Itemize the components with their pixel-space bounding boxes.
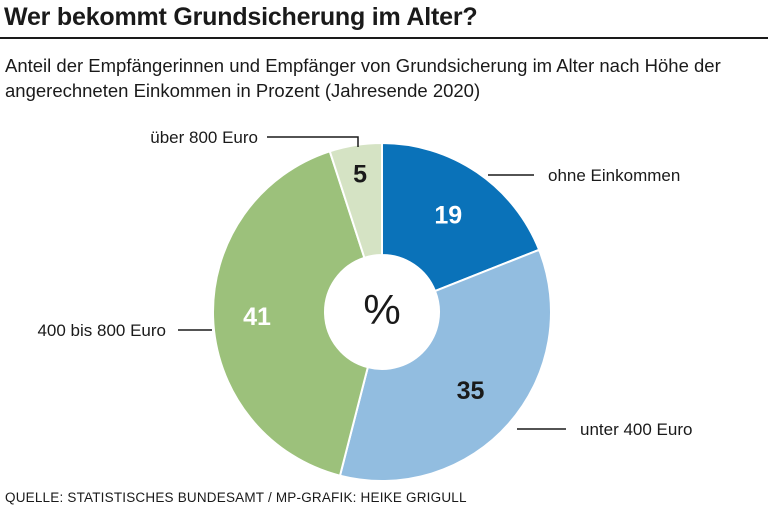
value-label-ohne-einkommen: 19 <box>434 201 462 229</box>
donut-slices <box>211 141 552 483</box>
category-label-unter-400-euro: unter 400 Euro <box>580 420 692 439</box>
slice-unter-400-euro <box>338 248 552 483</box>
slice-labels: ohne Einkommen unter 400 Euro 400 bis 800 … <box>37 128 692 439</box>
center-percent-label: % <box>363 286 400 333</box>
title-rule <box>0 37 768 39</box>
category-label-ohne-einkommen: ohne Einkommen <box>548 166 680 185</box>
category-label-über-800-euro: über 800 Euro <box>150 128 258 147</box>
slice-über-800-euro <box>328 141 383 260</box>
slice-ohne-einkommen <box>381 141 541 293</box>
source-note: QUELLE: STATISTISCHES BUNDESAMT / MP-GRA… <box>5 490 467 505</box>
category-label-400-bis-800-euro: 400 bis 800 Euro <box>37 321 166 340</box>
value-label-unter-400-euro: 35 <box>457 377 485 405</box>
value-label-400-bis-800-euro: 41 <box>243 303 271 331</box>
slice-400-bis-800-euro <box>211 150 370 477</box>
chart-title: Wer bekommt Grundsicherung im Alter? <box>4 3 478 31</box>
slice-values: 19 35 41 5 <box>243 161 484 405</box>
leader-line-über-800-euro <box>267 136 359 147</box>
leader-lines <box>178 136 566 430</box>
chart-subtitle: Anteil der Empfängerinnen und Empfänger … <box>5 55 721 101</box>
value-label-über-800-euro: 5 <box>353 161 367 189</box>
